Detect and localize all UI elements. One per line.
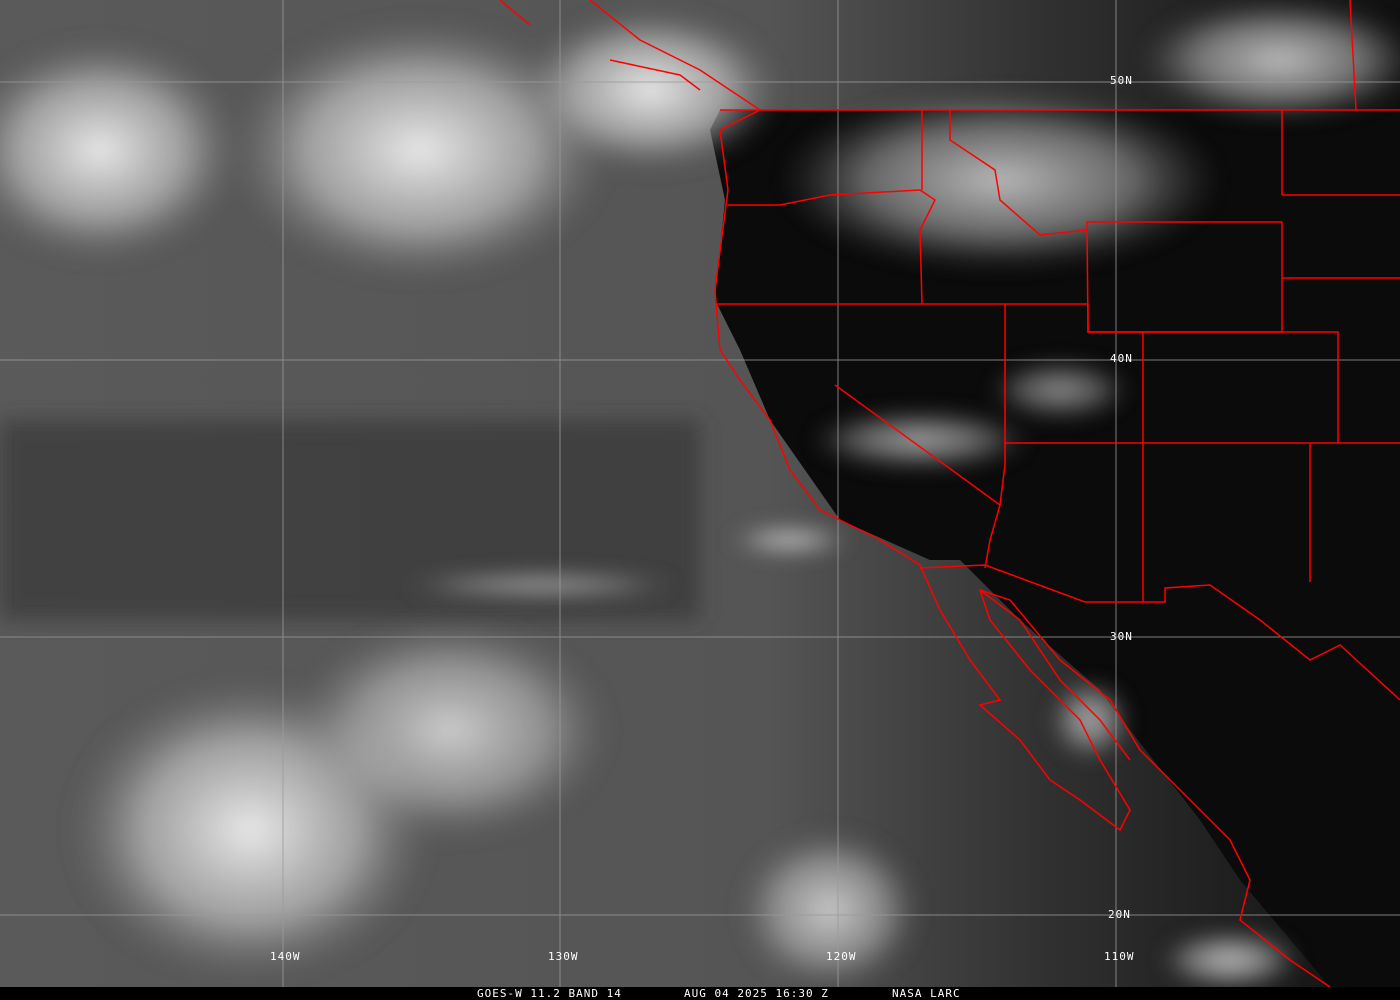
lat-label-30n: 30N	[1110, 630, 1133, 643]
wa-or-border	[728, 189, 936, 305]
co-az-nm-borders	[1142, 194, 1400, 602]
mt-border	[1281, 0, 1357, 195]
lon-label-140w: 140W	[270, 950, 301, 963]
satellite-band: GOES-W 11.2 BAND 14	[477, 987, 622, 1000]
gulf-coast	[979, 589, 1131, 761]
lat-label-20n: 20N	[1108, 908, 1131, 921]
lon-label-110w: 110W	[1104, 950, 1135, 963]
ca-nv-border	[834, 384, 1001, 569]
lat-label-40n: 40N	[1110, 352, 1133, 365]
coastline	[714, 109, 1331, 987]
lon-label-120w: 120W	[826, 950, 857, 963]
lat-label-50n: 50N	[1110, 74, 1133, 87]
id-border	[921, 110, 1088, 236]
lon-label-130w: 130W	[548, 950, 579, 963]
data-source: NASA LARC	[892, 987, 961, 1000]
nv-border	[999, 304, 1006, 506]
us-mexico-border	[919, 564, 1400, 701]
caption-bar: GOES-W 11.2 BAND 14 AUG 04 2025 16:30 Z …	[0, 987, 1400, 1000]
political-boundaries	[499, 0, 1400, 987]
land-mass	[710, 110, 1400, 987]
observation-datetime: AUG 04 2025 16:30 Z	[684, 987, 829, 1000]
bc-coast	[499, 0, 761, 111]
